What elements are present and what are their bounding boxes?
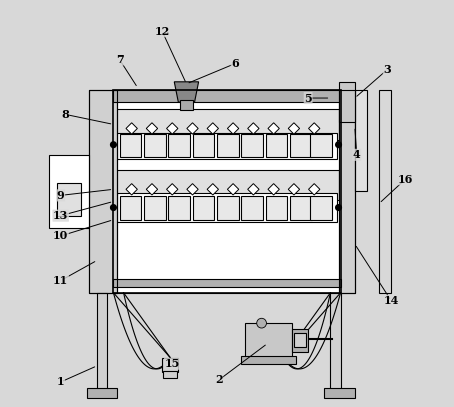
Bar (339, 90, 355, 293)
Text: 10: 10 (53, 230, 68, 241)
Bar (245, 323, 292, 358)
Bar (162, 358, 178, 372)
Bar (294, 333, 306, 348)
Polygon shape (309, 123, 320, 134)
Circle shape (111, 205, 116, 210)
Polygon shape (187, 184, 198, 195)
Polygon shape (288, 184, 300, 195)
Bar (355, 90, 367, 191)
Bar (331, 293, 340, 390)
Bar (241, 134, 263, 157)
Polygon shape (146, 184, 158, 195)
Bar (114, 278, 340, 287)
Polygon shape (126, 123, 138, 134)
Bar (89, 90, 118, 293)
Bar (87, 388, 118, 398)
Bar (241, 357, 296, 364)
Polygon shape (268, 123, 279, 134)
Bar (379, 90, 391, 293)
Polygon shape (268, 184, 279, 195)
Polygon shape (126, 184, 138, 195)
Text: 6: 6 (231, 58, 239, 69)
Bar (168, 196, 190, 220)
Text: 12: 12 (154, 26, 170, 37)
Bar (144, 196, 166, 220)
Bar (115, 109, 339, 140)
Text: 4: 4 (353, 149, 360, 160)
Bar (118, 193, 336, 222)
Polygon shape (167, 123, 178, 134)
Text: 2: 2 (215, 374, 223, 385)
Polygon shape (309, 184, 320, 195)
Bar (192, 196, 214, 220)
Bar (339, 82, 355, 123)
Text: 1: 1 (57, 376, 64, 387)
Polygon shape (207, 184, 218, 195)
Text: 7: 7 (116, 54, 123, 65)
Polygon shape (248, 184, 259, 195)
Circle shape (257, 318, 266, 328)
Text: 5: 5 (304, 92, 312, 103)
Circle shape (111, 142, 116, 147)
Bar (97, 293, 107, 390)
Bar (57, 183, 81, 216)
Bar (266, 134, 287, 157)
Bar (114, 90, 340, 293)
Text: 13: 13 (53, 210, 69, 221)
Text: 8: 8 (61, 109, 69, 120)
Polygon shape (146, 123, 158, 134)
Text: 3: 3 (383, 64, 391, 75)
Bar (292, 329, 308, 352)
Bar (217, 134, 239, 157)
Bar (168, 134, 190, 157)
Polygon shape (288, 123, 300, 134)
Polygon shape (248, 123, 259, 134)
Text: 14: 14 (384, 295, 399, 306)
Bar (180, 100, 192, 110)
Bar (114, 90, 340, 102)
Bar (49, 155, 89, 228)
Bar (89, 90, 118, 293)
Bar (119, 196, 141, 220)
Polygon shape (187, 123, 198, 134)
Polygon shape (227, 123, 239, 134)
Text: 9: 9 (57, 190, 64, 201)
Bar (310, 196, 332, 220)
Bar (324, 388, 355, 398)
Polygon shape (227, 184, 239, 195)
Polygon shape (167, 184, 178, 195)
Text: 16: 16 (398, 174, 413, 185)
Circle shape (336, 205, 341, 210)
Bar (290, 134, 312, 157)
Bar (144, 134, 166, 157)
Bar (192, 134, 214, 157)
Text: 15: 15 (164, 358, 180, 369)
Circle shape (336, 142, 341, 147)
Bar (290, 196, 312, 220)
Bar (118, 133, 336, 159)
Bar (115, 170, 339, 201)
Polygon shape (207, 123, 218, 134)
Bar (217, 196, 239, 220)
Bar (310, 134, 332, 157)
Bar (163, 371, 177, 378)
Bar (114, 90, 340, 293)
Bar (339, 90, 355, 293)
Polygon shape (174, 82, 198, 102)
Bar (241, 196, 263, 220)
Text: 11: 11 (53, 275, 68, 286)
Bar (266, 196, 287, 220)
Bar (119, 134, 141, 157)
